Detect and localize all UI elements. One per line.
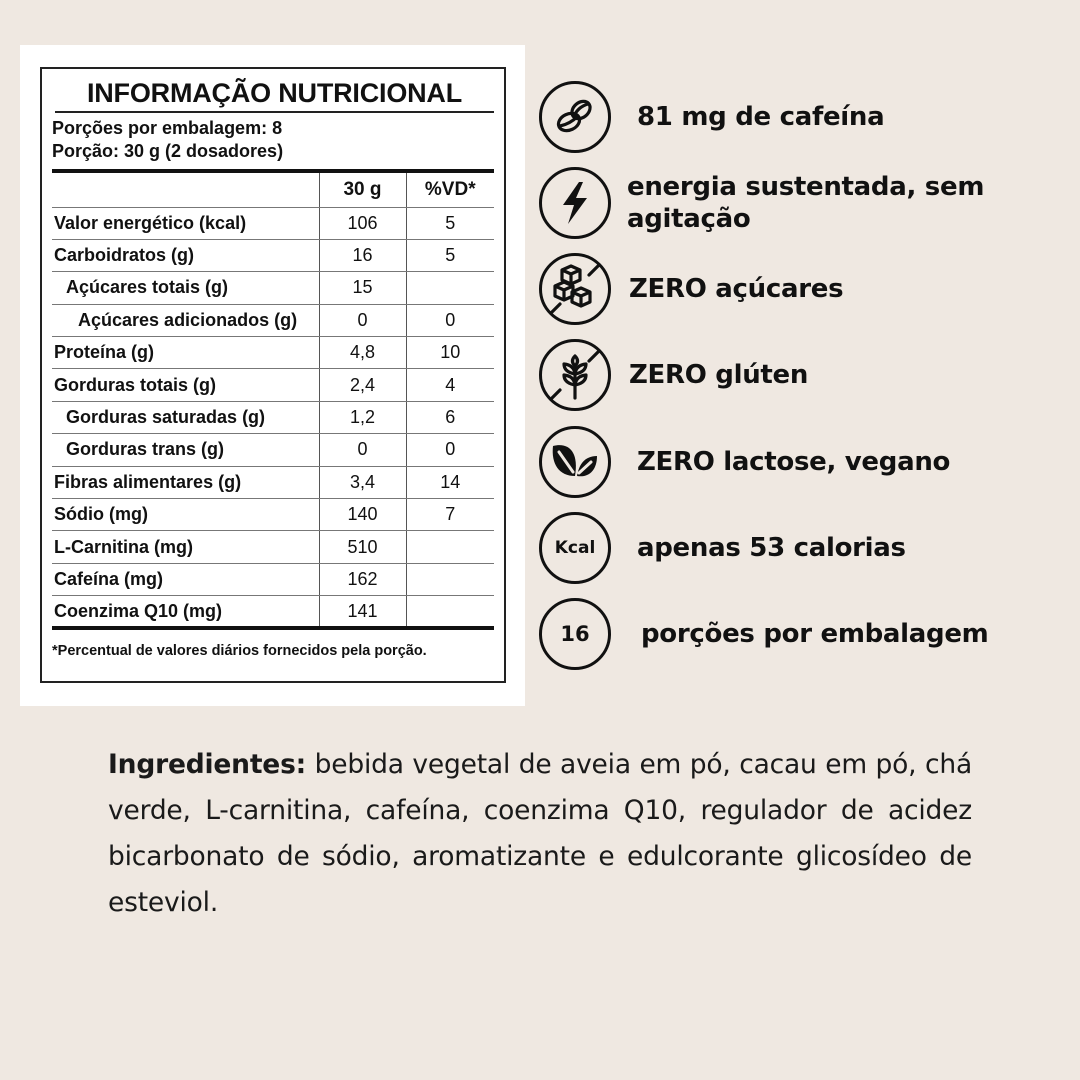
nutrient-amount: 1,2 <box>318 401 406 435</box>
nutrient-name: Gorduras saturadas (g) <box>52 401 319 435</box>
nutrition-title: INFORMAÇÃO NUTRICIONAL <box>55 78 494 113</box>
nutrient-amount: 3,4 <box>318 466 406 500</box>
nutrient-amount: 162 <box>318 563 406 597</box>
feature-item: ZERO lactose, vegano <box>539 426 950 498</box>
number-icon: 16 <box>539 598 611 670</box>
feature-item: energia sustentada, sem agitação <box>539 167 1027 239</box>
ingredients-text: bebida vegetal de aveia em pó, cacau em … <box>108 749 972 918</box>
table-header: 30 g %VD* <box>52 173 494 208</box>
feature-text: apenas 53 calorias <box>637 533 906 563</box>
nutrient-name: Sódio (mg) <box>52 498 319 532</box>
header-amount: 30 g <box>318 173 406 208</box>
kcal-icon: Kcal <box>539 512 611 584</box>
nutrient-amount: 510 <box>318 530 406 564</box>
feature-item: ZERO açúcares <box>539 253 844 325</box>
feature-item: Kcal apenas 53 calorias <box>539 512 906 584</box>
table-row: Fibras alimentares (g) 3,4 14 <box>52 466 494 500</box>
nutrient-amount: 140 <box>318 498 406 532</box>
nutrient-dv <box>405 530 494 564</box>
nutrient-dv: 6 <box>405 401 494 435</box>
header-nutrient <box>52 173 319 208</box>
nutrient-name: Açúcares totais (g) <box>52 271 319 305</box>
nutrient-dv <box>405 563 494 597</box>
nutrient-name: Valor energético (kcal) <box>52 207 319 240</box>
nutrient-name: Coenzima Q10 (mg) <box>52 595 319 631</box>
no-sugar-cubes-icon <box>539 253 611 325</box>
table-row: Gorduras trans (g) 0 0 <box>52 433 494 467</box>
nutrient-amount: 0 <box>318 433 406 467</box>
serving-size: Porção: 30 g (2 dosadores) <box>52 141 284 161</box>
nutrient-name: Cafeína (mg) <box>52 563 319 597</box>
nutrient-dv: 0 <box>405 433 494 467</box>
feature-text: ZERO glúten <box>629 360 809 390</box>
table-row: Gorduras saturadas (g) 1,2 6 <box>52 401 494 435</box>
feature-item: 16 porções por embalagem <box>539 598 989 670</box>
table-row: Proteína (g) 4,8 10 <box>52 336 494 370</box>
nutrient-dv <box>405 271 494 305</box>
leaves-icon <box>539 426 611 498</box>
footnote: *Percentual de valores diários fornecido… <box>52 643 427 660</box>
table-row: Açúcares adicionados (g) 0 0 <box>52 304 494 338</box>
lightning-icon <box>539 167 611 239</box>
table-row: L-Carnitina (mg) 510 <box>52 530 494 564</box>
table-row: Gorduras totais (g) 2,4 4 <box>52 368 494 402</box>
nutrient-name: Gorduras totais (g) <box>52 368 319 402</box>
nutrient-dv: 10 <box>405 336 494 370</box>
table-row: Carboidratos (g) 16 5 <box>52 239 494 273</box>
nutrient-dv: 4 <box>405 368 494 402</box>
servings-per-package: Porções por embalagem: 8 <box>52 118 283 138</box>
nutrient-name: Carboidratos (g) <box>52 239 319 273</box>
feature-item: 81 mg de cafeína <box>539 81 885 153</box>
nutrient-name: Açúcares adicionados (g) <box>52 304 319 338</box>
nutrient-amount: 16 <box>318 239 406 273</box>
ingredients: Ingredientes: bebida vegetal de aveia em… <box>108 742 972 926</box>
nutrient-amount: 4,8 <box>318 336 406 370</box>
table-row: Cafeína (mg) 162 <box>52 563 494 597</box>
table-row: Coenzima Q10 (mg) 141 <box>52 595 494 631</box>
feature-text: ZERO lactose, vegano <box>637 447 951 477</box>
nutrient-name: Fibras alimentares (g) <box>52 466 319 500</box>
serving-info: Porções por embalagem: 8 Porção: 30 g (2… <box>52 113 494 173</box>
nutrient-name: L-Carnitina (mg) <box>52 530 319 564</box>
feature-text: porções por embalagem <box>641 619 989 649</box>
nutrient-amount: 106 <box>318 207 406 240</box>
icon-label: 16 <box>560 622 590 646</box>
nutrient-amount: 15 <box>318 271 406 305</box>
feature-text: ZERO açúcares <box>629 274 844 304</box>
nutrient-dv: 0 <box>405 304 494 338</box>
nutrient-dv: 5 <box>405 207 494 240</box>
no-gluten-wheat-icon <box>539 339 611 411</box>
coffee-bean-icon <box>539 81 611 153</box>
table-row: Sódio (mg) 140 7 <box>52 498 494 532</box>
nutrient-name: Proteína (g) <box>52 336 319 370</box>
nutrient-dv: 7 <box>405 498 494 532</box>
feature-text: energia sustentada, sem agitação <box>627 172 985 234</box>
nutrient-amount: 141 <box>318 595 406 631</box>
icon-label: Kcal <box>554 538 596 558</box>
nutrient-dv: 5 <box>405 239 494 273</box>
nutrient-name: Gorduras trans (g) <box>52 433 319 467</box>
nutrient-dv: 14 <box>405 466 494 500</box>
table-row: Açúcares totais (g) 15 <box>52 271 494 305</box>
ingredients-label: Ingredientes: <box>108 749 307 780</box>
nutrition-facts-label: INFORMAÇÃO NUTRICIONAL Porções por embal… <box>40 67 506 683</box>
table-row: Valor energético (kcal) 106 5 <box>52 207 494 240</box>
feature-text: 81 mg de cafeína <box>637 102 885 132</box>
header-dv: %VD* <box>405 173 494 208</box>
nutrient-amount: 2,4 <box>318 368 406 402</box>
feature-item: ZERO glúten <box>539 339 808 411</box>
nutrient-amount: 0 <box>318 304 406 338</box>
nutrient-dv <box>405 595 494 631</box>
